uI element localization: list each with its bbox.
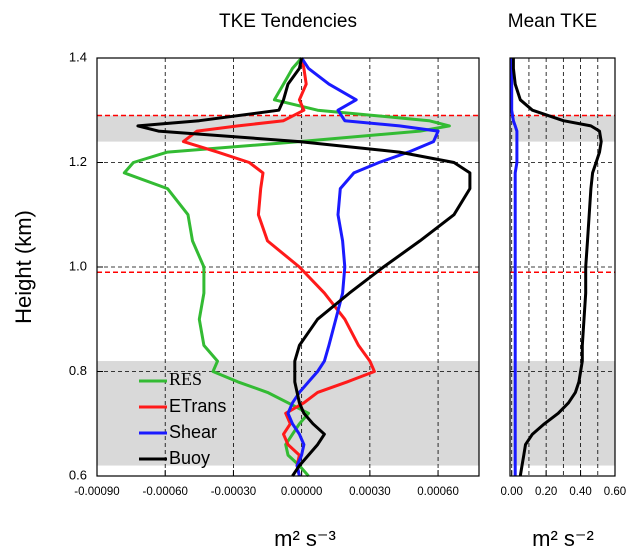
- y-tick-label: 0.6: [69, 467, 87, 482]
- profile-line: [181, 57, 376, 477]
- shaded-band: [510, 361, 615, 466]
- legend-label: Buoy: [169, 448, 210, 468]
- x-tick-label: -0.00060: [143, 486, 188, 498]
- y-tick-label: 1.0: [69, 258, 87, 273]
- x-tick-label: -0.00030: [211, 486, 256, 498]
- profile-line: [510, 58, 519, 476]
- x-tick-label: -0.00090: [74, 486, 119, 498]
- x-tick-label: 0.00: [501, 486, 523, 498]
- x-tick-label: 0.00060: [417, 486, 459, 498]
- y-axis-label: Height (km): [11, 210, 36, 324]
- y-tick-label: 0.8: [69, 363, 87, 378]
- x-tick-label: 0.20: [535, 486, 557, 498]
- legend-label: ETrans: [169, 396, 226, 416]
- profile-line: [122, 57, 451, 477]
- panel-title: Mean TKE: [508, 11, 597, 32]
- y-tick-label: 1.2: [69, 154, 87, 169]
- x-tick-label: 0.60: [604, 486, 626, 498]
- x-tick-label: 0.00000: [281, 486, 323, 498]
- profile-line: [511, 58, 603, 477]
- profile-line: [136, 57, 472, 477]
- x-axis-label: m² s⁻²: [532, 526, 594, 551]
- legend-label: RES: [169, 369, 202, 389]
- x-axis-label: m² s⁻³: [274, 526, 336, 551]
- profile-line: [286, 57, 440, 477]
- plot-frame: [509, 57, 616, 477]
- legend-label: Shear: [169, 422, 217, 442]
- x-tick-label: 0.00030: [349, 486, 391, 498]
- panel-title: TKE Tendencies: [219, 11, 357, 32]
- y-tick-label: 1.4: [69, 49, 87, 64]
- x-tick-label: 0.40: [569, 486, 591, 498]
- plot-frame: [96, 57, 480, 477]
